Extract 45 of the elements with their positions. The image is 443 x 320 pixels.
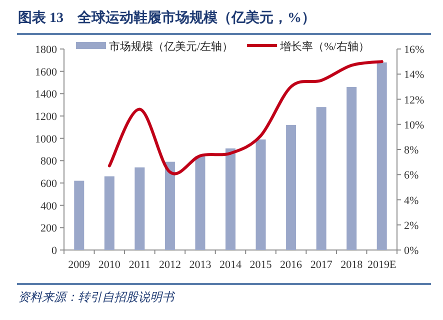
y-tick-label: 1800 [35, 44, 58, 56]
bar [316, 107, 326, 250]
y-tick-label: 1600 [35, 66, 58, 78]
y2-tick-label: 4% [404, 194, 419, 207]
x-tick-label: 2014 [220, 259, 242, 271]
x-tick-label: 2011 [128, 259, 150, 271]
y-tick-label: 200 [40, 222, 58, 235]
bar [164, 162, 175, 250]
x-tick-label: 2015 [250, 259, 272, 271]
bar [256, 139, 266, 250]
bar [134, 167, 145, 250]
bar [286, 124, 296, 250]
x-tick-label: 2010 [98, 259, 121, 271]
y-tick-label: 1400 [35, 88, 58, 101]
y2-tick-label: 14% [404, 69, 424, 82]
y-tick-label: 600 [40, 178, 58, 190]
legend-label: 市场规模（亿美元/左轴） [109, 40, 234, 53]
x-tick-label: 2009 [68, 259, 91, 271]
bar [104, 176, 114, 250]
bar [376, 62, 387, 250]
y-tick-label: 1000 [35, 133, 58, 146]
y2-tick-label: 16% [404, 44, 424, 56]
x-tick-label: 2019E [367, 259, 396, 271]
y-tick-label: 400 [40, 200, 58, 212]
y2-tick-label: 12% [404, 94, 424, 106]
chart-title: 图表 13 全球运动鞋履市场规模（亿美元，%） [18, 9, 316, 26]
x-tick-label: 2016 [280, 259, 303, 271]
x-tick-label: 2018 [340, 259, 364, 271]
y-tick-label: 1200 [35, 111, 58, 123]
bar [226, 148, 236, 250]
bar [74, 180, 84, 250]
y2-tick-label: 0% [404, 245, 419, 257]
x-tick-label: 2017 [310, 259, 333, 271]
y2-tick-label: 6% [404, 170, 419, 182]
x-tick-label: 2013 [189, 259, 212, 271]
y2-tick-label: 10% [404, 119, 424, 132]
text: 资料来源：转引自招股说明书 [18, 290, 176, 304]
y2-tick-label: 2% [404, 220, 419, 232]
bar [346, 86, 357, 250]
y-tick-label: 0 [52, 245, 58, 257]
y2-tick-label: 8% [404, 144, 419, 156]
y-tick-label: 800 [40, 156, 58, 168]
bar [195, 156, 206, 250]
legend-label: 增长率（%/右轴） [279, 40, 370, 53]
x-tick-label: 2012 [158, 259, 181, 271]
